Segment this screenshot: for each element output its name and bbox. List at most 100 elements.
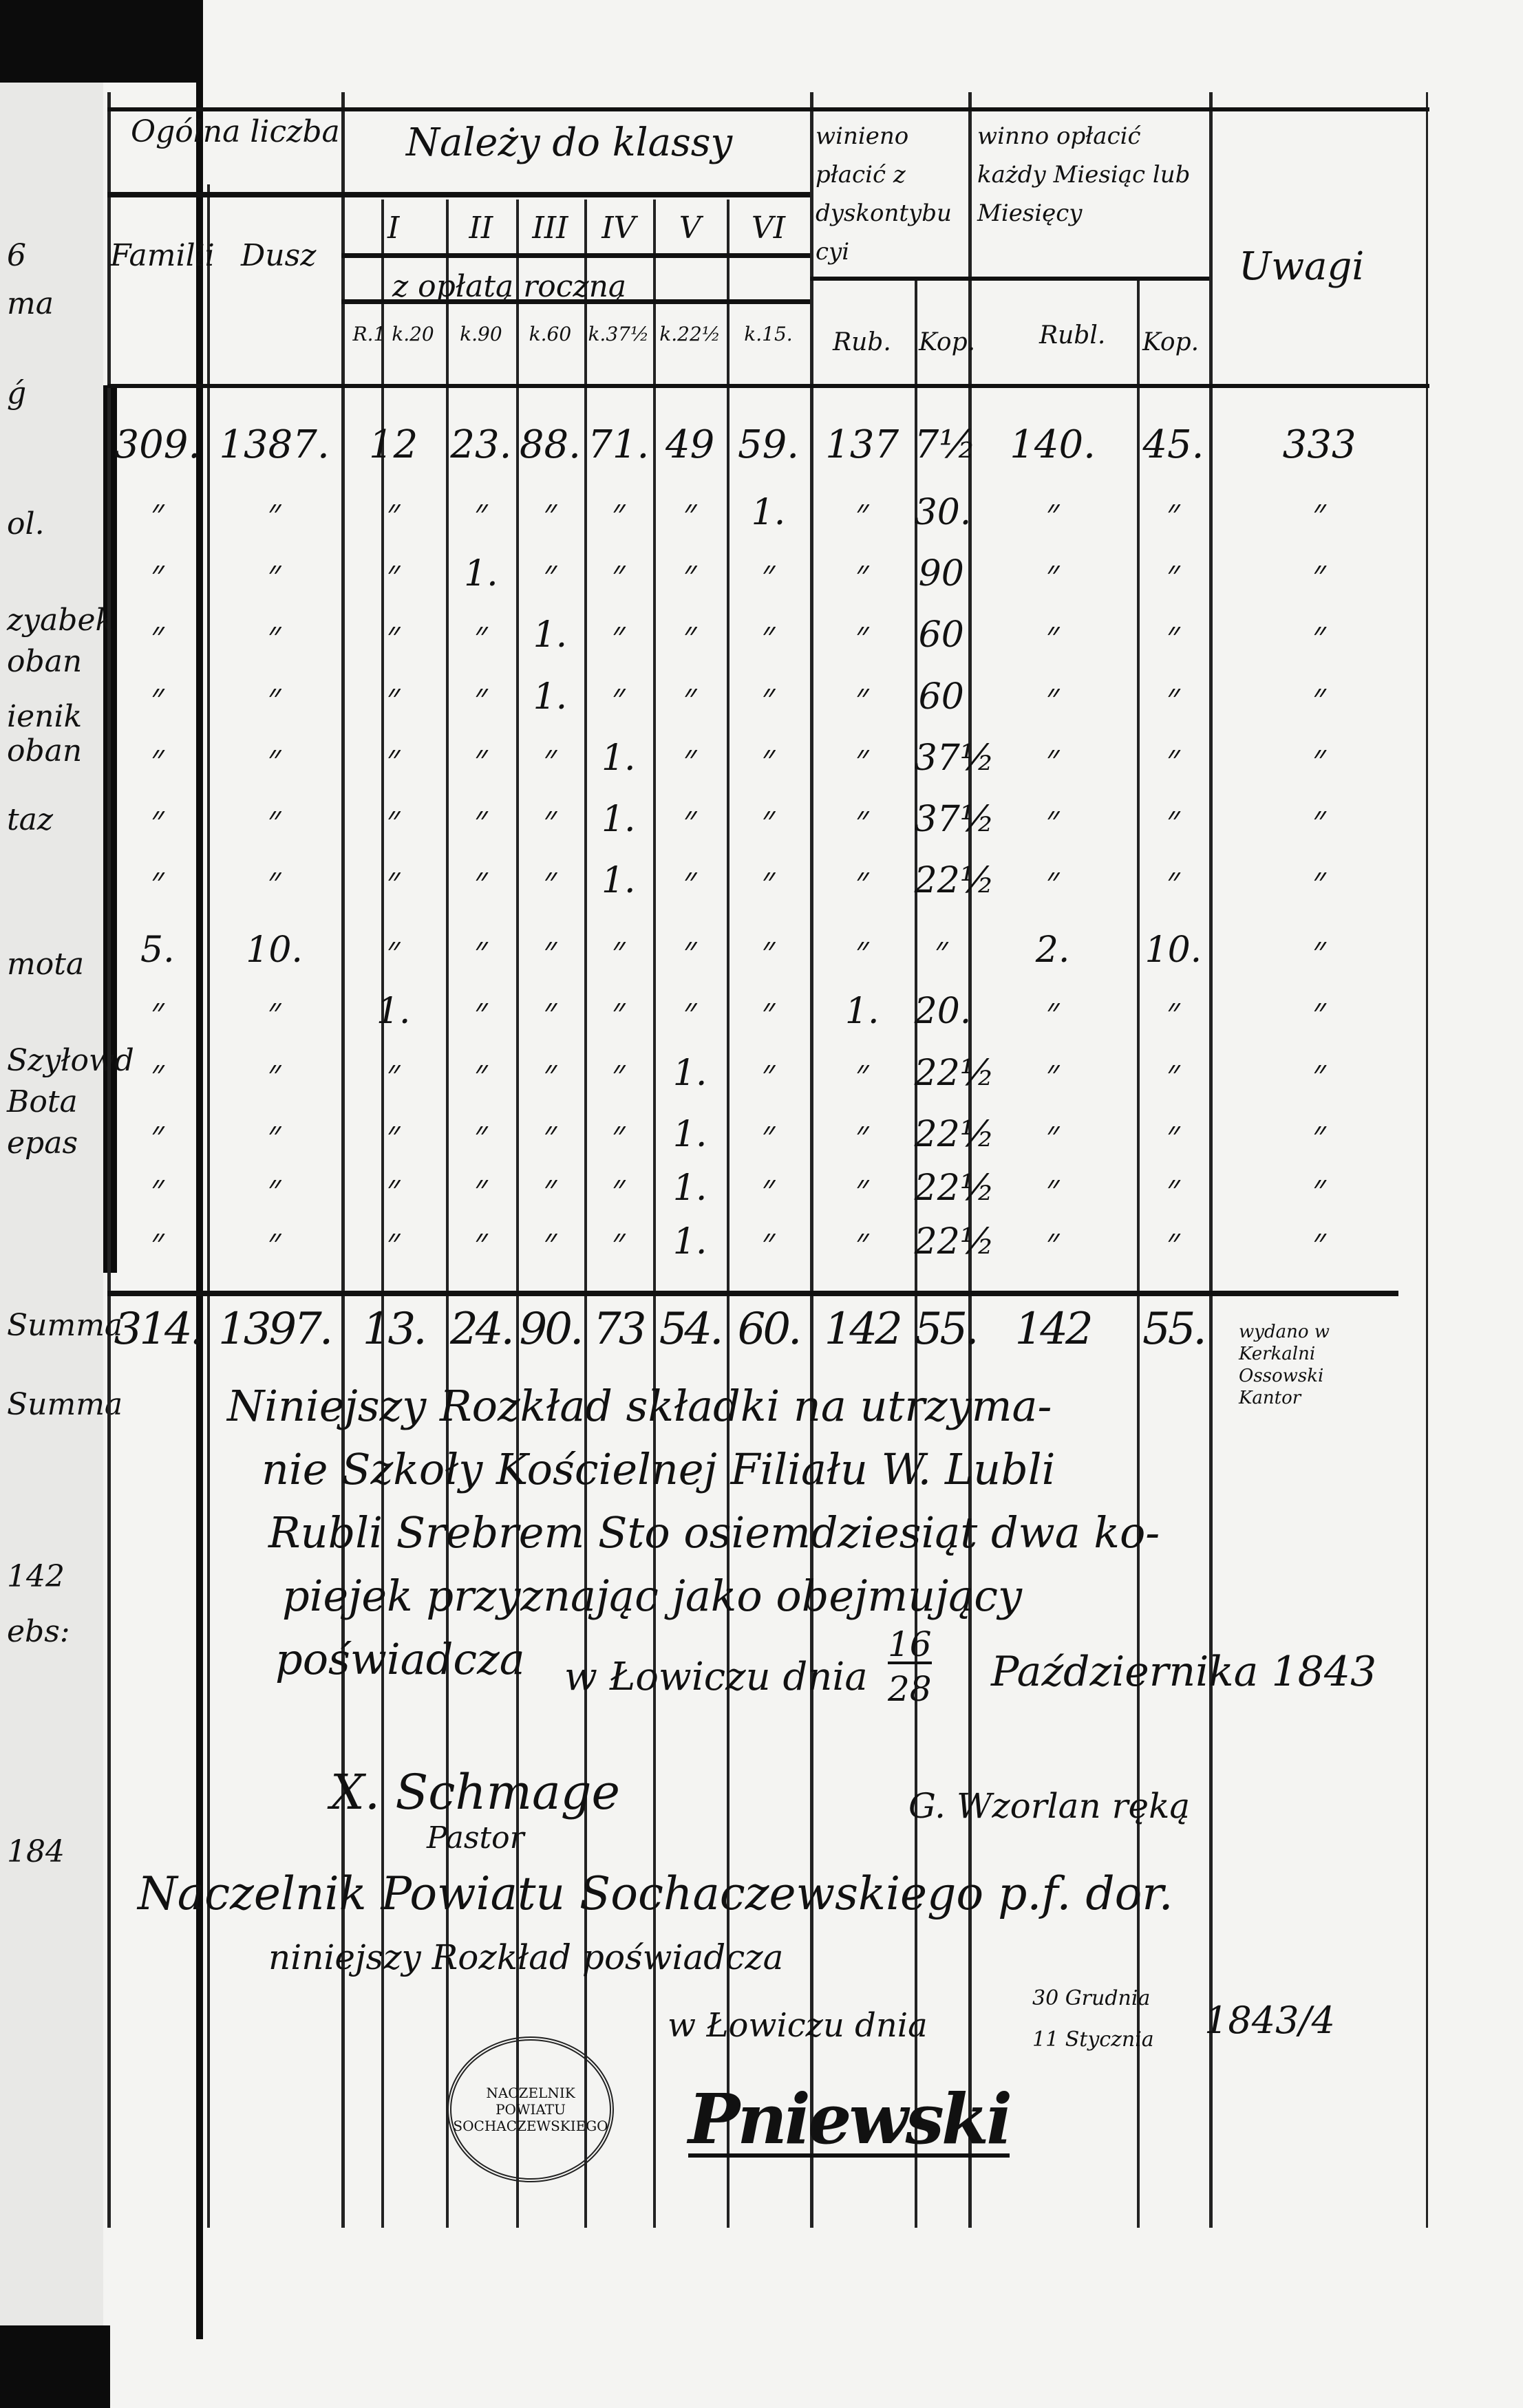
table-cell: ״: [611, 491, 626, 533]
table-cell: ״: [683, 737, 697, 779]
table-cell: ״: [1312, 799, 1326, 841]
table-cell: ״: [267, 614, 281, 656]
table-cell: ״: [1166, 799, 1180, 841]
total-cell: 142: [1014, 1304, 1094, 1355]
table-cell: ״: [267, 676, 281, 718]
table-cell: ״: [1045, 676, 1060, 718]
table-cell: ״: [1166, 1052, 1180, 1094]
column-rule: [584, 200, 587, 2228]
totals-label: Summa: [7, 1308, 123, 1343]
row-rule: [107, 1290, 1399, 1296]
class-rate-6: k.15.: [744, 323, 793, 345]
table-cell: ״: [150, 1113, 164, 1155]
column-rule: [1137, 276, 1140, 2228]
class-header-2: II: [469, 211, 493, 246]
column-rule: [1426, 92, 1429, 2228]
table-cell: ״: [611, 991, 626, 1033]
totals-note: wydano w Kerkalni Ossowski Kantor: [1239, 1322, 1330, 1408]
table-cell: ״: [267, 1113, 281, 1155]
table-cell: ״: [1045, 491, 1060, 533]
table-cell: ״: [150, 1221, 164, 1263]
total-cell: 73: [593, 1304, 646, 1355]
left-page-text: Szyłowd: [7, 1043, 134, 1078]
total-cell: 55.: [1142, 1304, 1207, 1355]
table-cell: ״: [150, 552, 164, 594]
row-rule: [341, 299, 810, 305]
table-cell: ״: [150, 614, 164, 656]
class-header-3: III: [532, 211, 568, 246]
official-signature: Pniewski: [688, 2078, 1012, 2160]
stamp-text: NACZELNIK POWIATU SOCHACZEWSKIEGO: [453, 2085, 608, 2134]
table-cell: ״: [1312, 737, 1326, 779]
column-rule: [809, 92, 813, 2228]
header-kop2: Kop.: [1142, 328, 1200, 356]
table-cell: ״: [474, 860, 488, 902]
total-cell: 142: [824, 1304, 903, 1355]
left-page-text: oban: [7, 644, 83, 679]
table-cell: 20.: [914, 991, 972, 1033]
date-prefix: w Łowiczu dnia: [564, 1655, 868, 1699]
table-cell: ״: [474, 1052, 488, 1094]
left-page-text: ma: [7, 286, 54, 321]
table-cell: ״: [1312, 860, 1326, 902]
header-rub: Rub.: [833, 328, 891, 356]
column-rule: [207, 184, 211, 2228]
table-cell: 71.: [588, 422, 650, 468]
left-page-text: ebs:: [7, 1614, 70, 1649]
table-cell: ״: [1166, 491, 1180, 533]
table-cell: ״: [761, 799, 776, 841]
table-cell: ״: [761, 614, 776, 656]
table-cell: ״: [1312, 614, 1326, 656]
table-cell: ״: [543, 1113, 557, 1155]
official-date-prefix: w Łowiczu dnia: [668, 2006, 928, 2045]
table-cell: ״: [855, 676, 869, 718]
table-cell: ״: [855, 491, 869, 533]
table-cell: 1.: [844, 991, 880, 1033]
table-cell: ״: [855, 929, 869, 971]
table-cell: ״: [267, 1168, 281, 1210]
table-cell: ״: [1312, 1052, 1326, 1094]
table-cell: ״: [150, 491, 164, 533]
table-cell: ״: [386, 1052, 401, 1094]
table-cell: ״: [386, 737, 401, 779]
table-cell: ״: [1045, 1168, 1060, 1210]
official-date-top: 30 Grudnia: [1032, 1986, 1151, 2010]
table-cell: ״: [1045, 552, 1060, 594]
class-rate-3: k.60: [529, 323, 572, 345]
table-cell: 137: [825, 422, 899, 468]
table-cell: ״: [150, 991, 164, 1033]
official-date-bottom: 11 Stycznia: [1032, 2028, 1154, 2052]
table-cell: ״: [1312, 1168, 1326, 1210]
table-cell: 22½: [914, 860, 995, 902]
table-cell: 30.: [914, 491, 972, 533]
official-line-1: Naczelnik Powiatu Sochaczewskiego p.f. d…: [138, 1867, 1173, 1920]
table-cell: ״: [761, 1052, 776, 1094]
table-cell: 90: [918, 552, 964, 594]
table-cell: ״: [1312, 1221, 1326, 1263]
left-page-text: Summa: [7, 1387, 123, 1422]
table-cell: ״: [761, 929, 776, 971]
table-cell: ״: [1166, 860, 1180, 902]
table-cell: 1.: [533, 614, 568, 656]
table-cell: ״: [1312, 991, 1326, 1033]
table-cell: ״: [543, 929, 557, 971]
table-cell: ״: [611, 1113, 626, 1155]
left-page-text: 6: [7, 238, 26, 273]
column-rule: [516, 200, 520, 2228]
table-cell: 37½: [914, 799, 995, 841]
table-cell: ״: [267, 860, 281, 902]
table-cell: ״: [543, 552, 557, 594]
table-cell: ״: [543, 1168, 557, 1210]
table-cell: ״: [1312, 1113, 1326, 1155]
date-den: 28: [888, 1669, 932, 1709]
table-cell: ״: [1166, 614, 1180, 656]
table-cell: ״: [1166, 1221, 1180, 1263]
table-cell: ״: [1166, 737, 1180, 779]
table-cell: ״: [267, 1221, 281, 1263]
table-cell: ״: [1045, 737, 1060, 779]
table-cell: ״: [855, 1168, 869, 1210]
left-page-text: zyabek: [7, 603, 114, 638]
table-cell: ״: [543, 799, 557, 841]
table-cell: ״: [855, 860, 869, 902]
column-rule: [381, 200, 384, 2228]
